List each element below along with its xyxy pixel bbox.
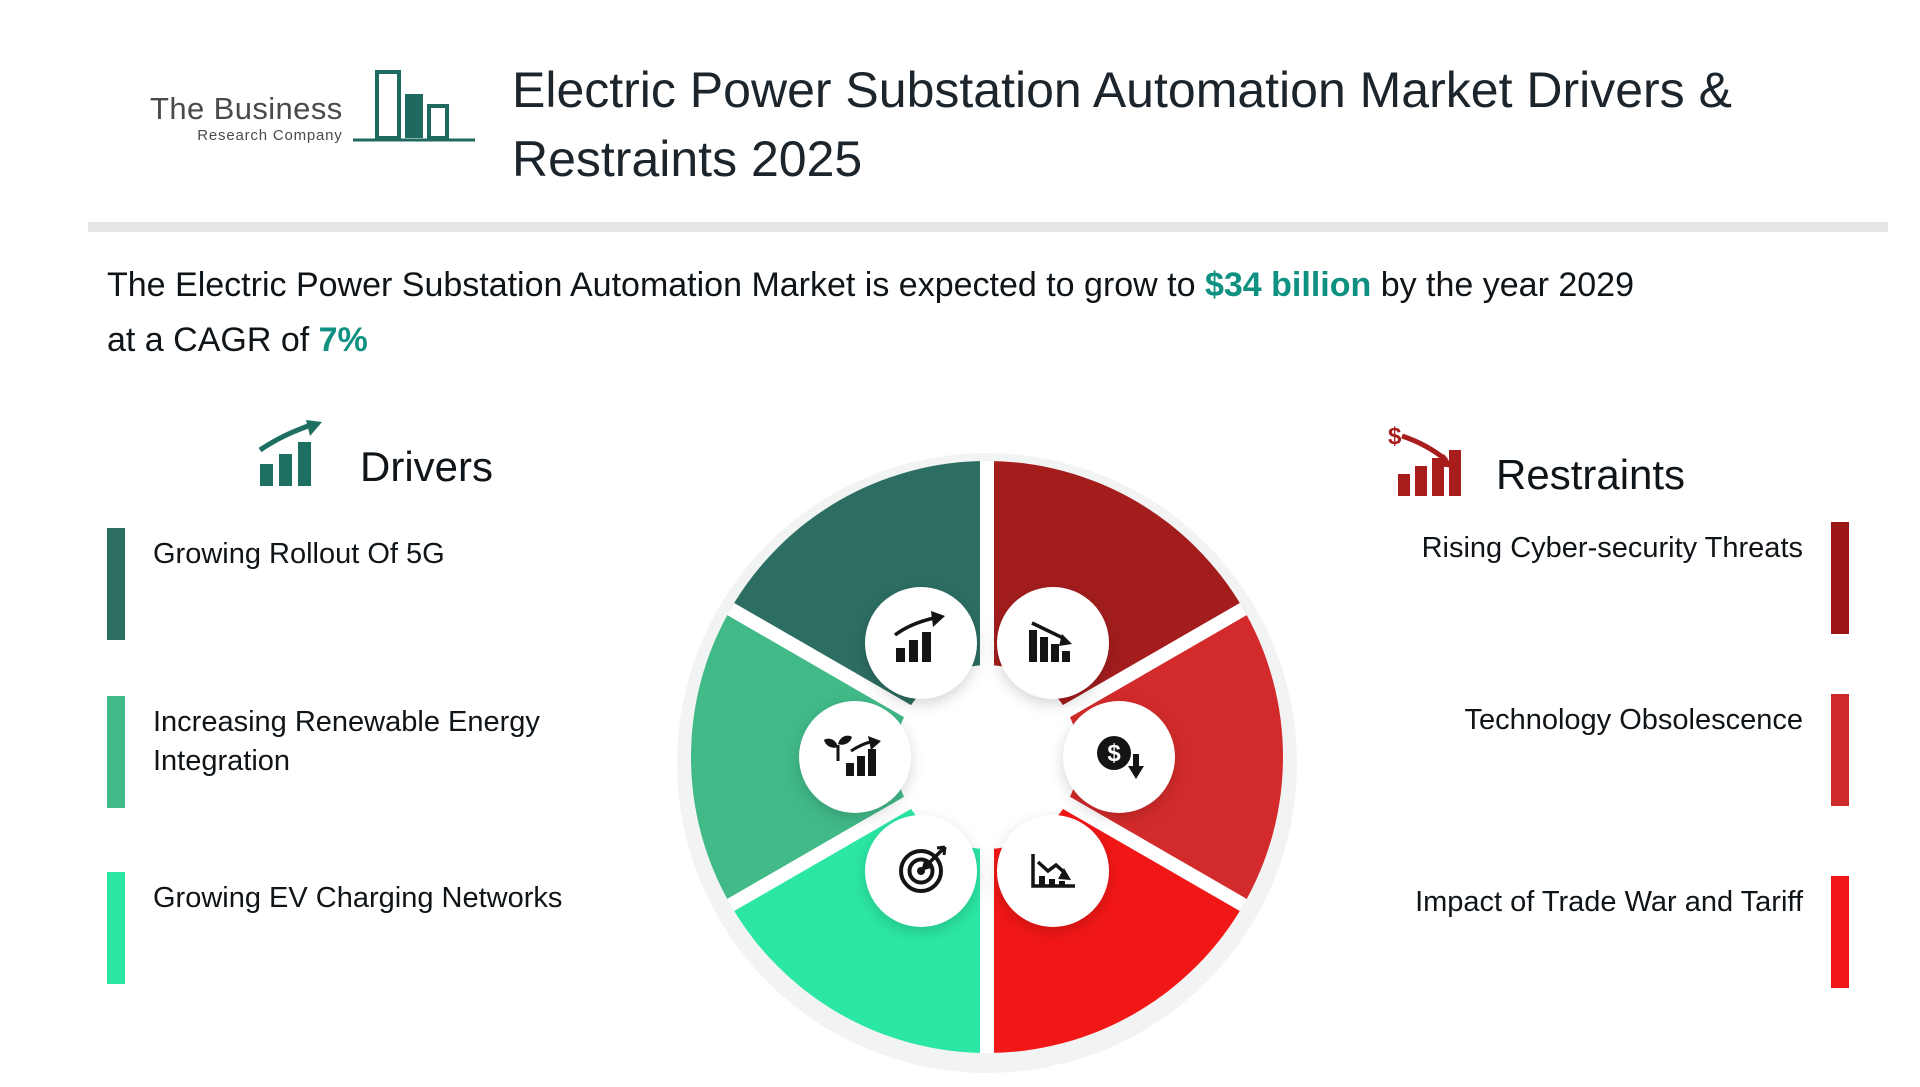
- restraints-heading: $ Restraints: [1384, 424, 1685, 500]
- growth-bars-arrow-icon: [258, 420, 322, 486]
- svg-text:$: $: [1388, 424, 1402, 450]
- driver-bar: [107, 872, 125, 984]
- svg-text:$: $: [1107, 740, 1121, 767]
- restraint-bar: [1831, 694, 1849, 806]
- downtrend-chart-icon: [1031, 854, 1075, 888]
- falling-revenue-icon: $: [1388, 424, 1461, 496]
- driver-bar: [107, 528, 125, 640]
- logo-text: The Business Research Company: [150, 91, 343, 158]
- page-title-line2: Restraints 2025: [512, 131, 863, 187]
- page-title: Electric Power Substation Automation Mar…: [512, 56, 1920, 194]
- restraint-label: Rising Cyber-security Threats: [1421, 532, 1803, 564]
- cagr-value: 7%: [318, 321, 368, 360]
- intro-line1: The Electric Power Substation Automation…: [107, 266, 1634, 304]
- market-value: $34 billion: [1204, 266, 1372, 304]
- icon-circle-top-left: [865, 587, 977, 699]
- restraint-label: Impact of Trade War and Tariff: [1415, 886, 1803, 918]
- restraint-label: Technology Obsolescence: [1464, 704, 1803, 736]
- target-icon: [899, 845, 947, 893]
- icon-circle-top-right: [997, 587, 1109, 699]
- declining-bars-icon: [1029, 621, 1072, 662]
- restraint-item-obsolescence: Technology Obsolescence: [1229, 694, 1849, 806]
- header-divider: [88, 222, 1888, 232]
- drivers-heading-label: Drivers: [360, 442, 493, 490]
- wheel-hub: [895, 665, 1079, 849]
- brand-logo: The Business Research Company: [150, 66, 479, 158]
- intro-text: The Electric Power Substation Automation…: [107, 258, 1634, 368]
- restraint-item-tradewar: Impact of Trade War and Tariff: [1229, 876, 1849, 988]
- driver-bar: [107, 696, 125, 808]
- restraint-item-cyber: Rising Cyber-security Threats: [1229, 522, 1849, 634]
- drivers-restraints-wheel: $: [677, 453, 1297, 1073]
- restraint-bar: [1831, 876, 1849, 988]
- driver-item-renewables: Increasing Renewable Energy Integration: [107, 696, 667, 808]
- page-title-line1: Electric Power Substation Automation Mar…: [512, 62, 1732, 118]
- eco-growth-chart-icon: [824, 735, 881, 776]
- restraint-bar: [1831, 522, 1849, 634]
- intro-line2: at a CAGR of 7%: [107, 321, 368, 360]
- icon-circle-left: [799, 701, 911, 813]
- driver-item-ev: Growing EV Charging Networks: [107, 872, 667, 984]
- driver-item-5g: Growing Rollout Of 5G: [107, 528, 667, 640]
- driver-label: Increasing Renewable Energy Integration: [153, 706, 540, 778]
- restraints-heading-label: Restraints: [1496, 450, 1686, 498]
- drivers-heading: Drivers: [252, 418, 493, 492]
- logo-subname: Research Company: [197, 127, 343, 144]
- logo-bar-chart-icon: [352, 70, 475, 142]
- growth-chart-icon: [893, 611, 945, 662]
- icon-circle-bottom-right: [997, 815, 1109, 927]
- dollar-decline-icon: $: [1097, 736, 1144, 779]
- driver-label: Growing EV Charging Networks: [153, 882, 563, 914]
- logo-name: The Business: [150, 91, 343, 126]
- driver-label: Growing Rollout Of 5G: [153, 538, 445, 570]
